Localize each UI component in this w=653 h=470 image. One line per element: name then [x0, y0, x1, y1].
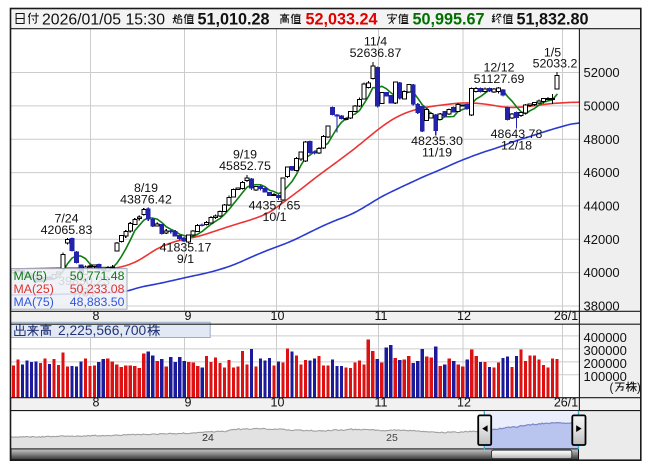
svg-text:52033.2: 52033.2: [533, 57, 578, 71]
svg-text:8: 8: [93, 396, 100, 410]
svg-text:7/24: 7/24: [54, 211, 78, 225]
svg-text:51127.69: 51127.69: [474, 72, 525, 86]
svg-text:24: 24: [202, 432, 214, 444]
svg-text:): ): [637, 383, 641, 395]
svg-text:46000: 46000: [584, 165, 620, 180]
svg-text:44357.65: 44357.65: [249, 199, 301, 213]
svg-text:11/4: 11/4: [364, 34, 387, 48]
svg-text:300000: 300000: [584, 343, 627, 358]
svg-text:52,033.24: 52,033.24: [306, 10, 378, 28]
svg-text:50000: 50000: [584, 98, 620, 113]
svg-text:45852.75: 45852.75: [219, 159, 271, 173]
svg-text:400000: 400000: [584, 330, 627, 345]
svg-text:8: 8: [93, 309, 100, 323]
svg-text:52636.87: 52636.87: [350, 46, 402, 60]
svg-text:12: 12: [457, 309, 471, 323]
svg-text:48000: 48000: [584, 132, 620, 147]
svg-text:1/5: 1/5: [544, 46, 561, 60]
svg-text:12/18: 12/18: [501, 139, 532, 153]
svg-text:42065.83: 42065.83: [41, 223, 93, 237]
svg-text:48,883.50: 48,883.50: [70, 295, 125, 309]
svg-text:50,771.48: 50,771.48: [70, 269, 125, 283]
svg-text:44000: 44000: [584, 199, 620, 214]
svg-text:MA(25): MA(25): [14, 282, 54, 296]
svg-text:50,995.67: 50,995.67: [413, 10, 485, 28]
svg-text:9: 9: [185, 309, 192, 323]
svg-text:11/19: 11/19: [422, 145, 452, 159]
svg-text:25: 25: [386, 432, 398, 444]
svg-text:100000: 100000: [584, 369, 627, 384]
svg-text:12/12: 12/12: [483, 61, 514, 75]
svg-text:26/1: 26/1: [554, 396, 578, 410]
svg-text:2,225,566,700: 2,225,566,700: [58, 323, 147, 338]
svg-text:8/19: 8/19: [134, 181, 158, 195]
svg-text:9/1: 9/1: [177, 252, 194, 266]
svg-text:MA(5): MA(5): [14, 269, 47, 283]
svg-text:52000: 52000: [584, 65, 620, 80]
svg-text:2026/01/05 15:30: 2026/01/05 15:30: [42, 11, 165, 28]
svg-text:11: 11: [375, 396, 388, 410]
svg-text:38000: 38000: [584, 299, 620, 314]
svg-text:MA(75): MA(75): [14, 295, 54, 309]
svg-text:51,832.80: 51,832.80: [517, 10, 589, 28]
svg-text:10: 10: [271, 396, 285, 410]
svg-text:40000: 40000: [584, 265, 620, 280]
svg-text:43876.42: 43876.42: [120, 192, 172, 206]
svg-text:9: 9: [185, 396, 192, 410]
svg-text:11: 11: [375, 309, 388, 323]
svg-text:48235.30: 48235.30: [411, 134, 463, 148]
svg-text:51,010.28: 51,010.28: [198, 10, 270, 28]
svg-text:9/19: 9/19: [233, 148, 257, 162]
svg-text:41835.17: 41835.17: [160, 241, 212, 255]
svg-text:200000: 200000: [584, 356, 627, 371]
svg-text:(: (: [610, 383, 614, 395]
svg-text:42000: 42000: [584, 232, 620, 247]
svg-text:48643.78: 48643.78: [491, 127, 543, 141]
svg-text:10/1: 10/1: [262, 210, 286, 224]
svg-text:26/1: 26/1: [554, 309, 578, 323]
svg-text:10: 10: [271, 309, 285, 323]
svg-text:50,233.08: 50,233.08: [70, 282, 125, 296]
svg-text:12: 12: [457, 396, 471, 410]
svg-text:24: 24: [202, 432, 214, 444]
